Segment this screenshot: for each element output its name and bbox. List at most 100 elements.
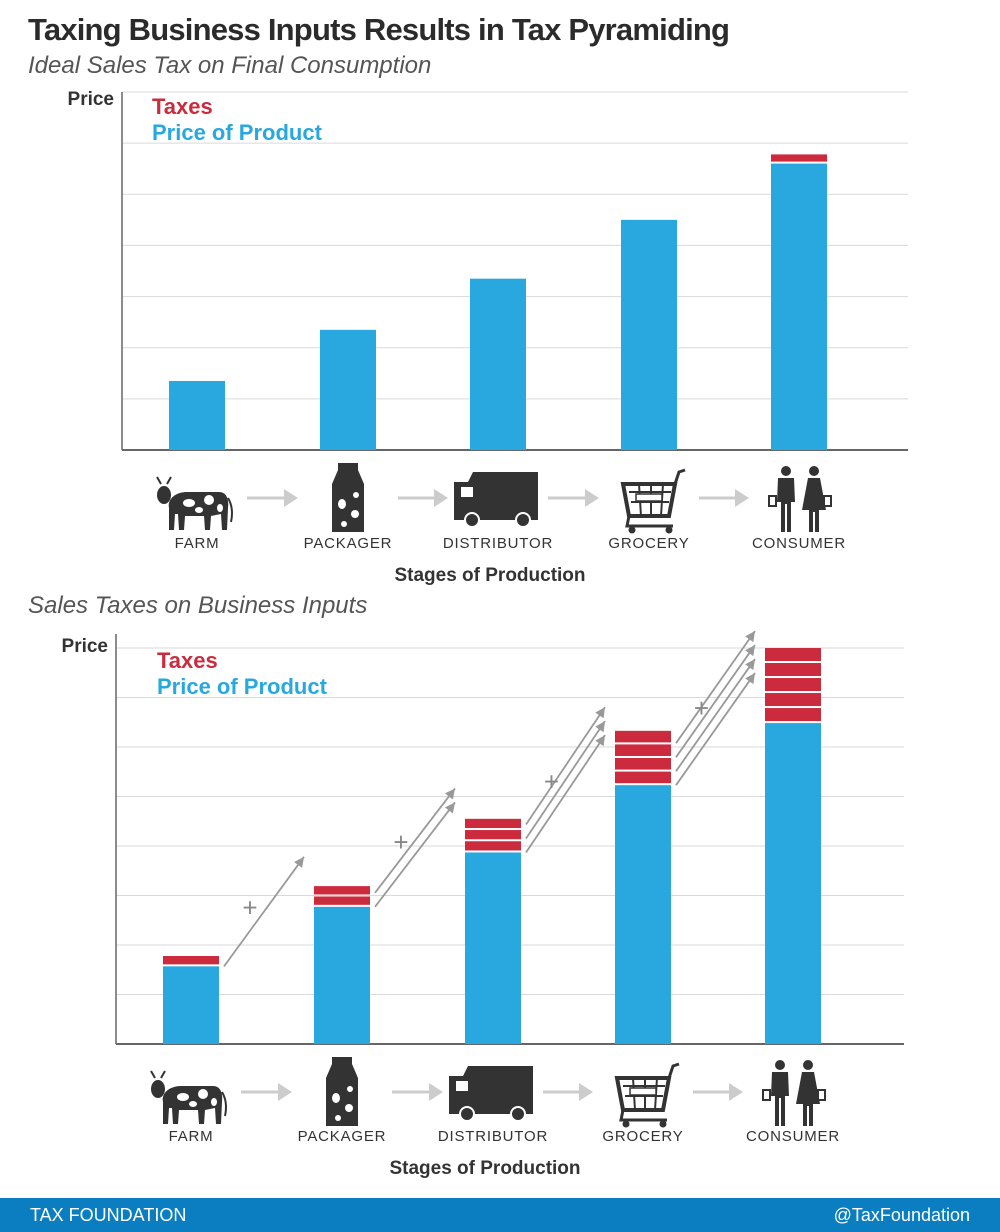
cow-icon [156,476,233,530]
tick-label: PACKAGER [298,1128,387,1145]
milk-carton-icon [326,1057,358,1126]
man-head [781,466,791,476]
pyramiding-arrow-head [595,735,605,747]
cow-spot [217,504,223,512]
bar-tax-segment [615,744,671,756]
cow-icon [150,1070,227,1124]
bar-price-of-product [621,219,677,450]
flow-arrow-head [729,1083,743,1101]
carton-spot [332,1093,340,1103]
woman-body [796,1072,820,1126]
tick-label: CONSUMER [752,535,846,552]
carton-body [332,470,364,532]
tick-label: DISTRIBUTOR [438,1128,548,1145]
tick-label: DISTRIBUTOR [443,535,553,552]
plus-annotation: + [242,892,257,922]
bar-tax-segment [465,841,521,851]
tick-label: GROCERY [602,1128,683,1145]
pyramiding-arrow [675,644,756,758]
bar-tax-segment [314,886,370,895]
pyramiding-arrow [675,672,756,786]
plus-annotation: + [393,827,408,857]
pyramiding-arrow-head [595,707,605,719]
cart-handle [625,468,686,528]
flow-arrow-head [585,489,599,507]
pyramiding-arrow [675,630,756,744]
cow-spot [183,499,195,507]
flow-arrow-head [284,489,298,507]
pyramiding-arrow [525,734,606,853]
footer-handle[interactable]: @TaxFoundation [833,1204,970,1225]
bar-price-of-product [615,785,671,1044]
tick-label: CONSUMER [746,1128,840,1145]
tick-label: FARM [175,535,220,552]
pyramiding-arrow-head [444,788,455,800]
bar-tax-segment [765,693,821,707]
y-axis-label: Price [68,89,114,110]
cow-spot [198,1089,208,1099]
carton-spot [338,499,346,509]
cart-wheel [665,526,673,534]
cow-horns [150,1070,166,1079]
milk-carton-icon [332,463,364,532]
bar-price-of-product [320,329,376,450]
cow-spot [211,1098,217,1106]
pyramiding-arrow-head [294,856,304,868]
woman-cup [817,1089,826,1101]
pyramiding-arrow [525,720,606,839]
legend-price-of-product: Price of Product [152,120,323,145]
cow-spot [177,1093,189,1101]
cart-wheel [628,526,636,534]
carton-spot [341,521,347,527]
bar-price-of-product [169,380,225,450]
carton-spot [335,1115,341,1121]
pyramiding-arrow-head [745,645,755,657]
bar-price-of-product [465,852,521,1044]
cart-label [635,493,663,502]
bar-tax-segment [765,663,821,677]
flow-arrow-head [429,1083,443,1101]
chart2-subtitle: Sales Taxes on Business Inputs [28,592,368,619]
cow-spot [204,495,214,505]
bar-price-of-product [771,163,827,450]
truck-wheel [517,514,529,526]
carton-spot [353,492,359,498]
shopping-cart-icon [614,1062,680,1128]
carton-cap [332,1057,352,1064]
cow-tail [221,1091,227,1117]
carton-cap [338,463,358,470]
bar-tax-segment [771,154,827,162]
carton-spot [351,510,359,518]
people-icon [768,466,832,532]
pyramiding-arrow-head [745,673,755,685]
plus-annotation: + [694,693,709,723]
man-cup [768,495,777,507]
cow-spot [195,507,203,513]
truck-icon [449,1066,533,1122]
x-axis-label: Stages of Production [389,1158,580,1179]
tick-label: FARM [169,1128,214,1145]
pyramiding-arrow [223,856,305,967]
bar-price-of-product [765,723,821,1044]
bar-tax-segment [465,818,521,829]
man-cup [762,1089,771,1101]
flow-arrow-head [434,489,448,507]
truck-wheel [461,1108,473,1120]
plus-annotation: + [544,766,559,796]
tick-label: GROCERY [608,535,689,552]
cart-wheel [659,1120,667,1128]
carton-spot [345,1104,353,1112]
tick-label: PACKAGER [304,535,393,552]
chart1-subtitle: Ideal Sales Tax on Final Consumption [28,52,432,79]
woman-body [802,478,826,532]
pyramiding-arrow [374,787,456,894]
pyramiding-arrow-head [595,721,605,733]
bar-tax-segment [615,771,671,784]
cart-wheel [622,1120,630,1128]
truck-wheel [512,1108,524,1120]
cow-spot [189,1101,197,1107]
cow-head [151,1080,165,1098]
bar-tax-segment [765,648,821,662]
truck-icon [454,472,538,528]
